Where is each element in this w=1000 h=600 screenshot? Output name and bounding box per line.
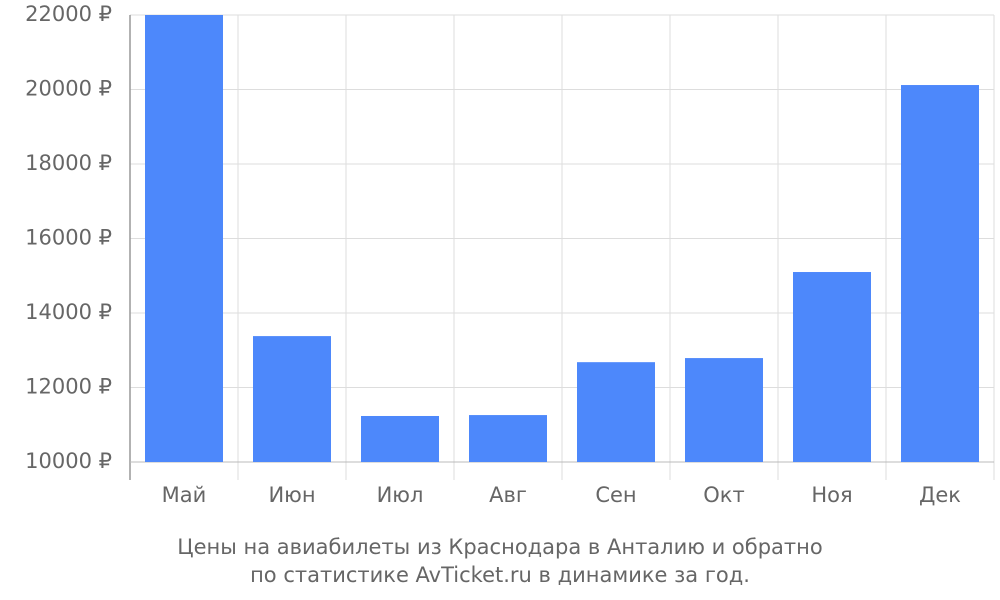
y-tick-label: 22000 ₽ (25, 2, 112, 26)
bar (901, 85, 979, 462)
x-tick-label: Ноя (811, 483, 852, 507)
x-tick-label: Авг (489, 483, 527, 507)
bar (253, 336, 331, 462)
chart-title: Цены на авиабилеты из Краснодара в Антал… (177, 535, 822, 559)
x-tick-label: Май (162, 483, 207, 507)
x-tick-label: Дек (919, 483, 961, 507)
x-tick-label: Сен (595, 483, 636, 507)
y-tick-label: 18000 ₽ (25, 151, 112, 175)
y-tick-label: 12000 ₽ (25, 375, 112, 399)
y-tick-label: 14000 ₽ (25, 300, 112, 324)
y-tick-label: 20000 ₽ (25, 77, 112, 101)
chart-subtitle: по статистике AvTicket.ru в динамике за … (250, 563, 750, 587)
y-tick-label: 16000 ₽ (25, 226, 112, 250)
bar (793, 272, 871, 462)
bar (361, 415, 439, 462)
bar (469, 415, 547, 462)
x-tick-label: Окт (703, 483, 744, 507)
y-tick-label: 10000 ₽ (25, 449, 112, 473)
x-tick-label: Июн (268, 483, 315, 507)
bar (577, 362, 655, 462)
bar (685, 358, 763, 462)
bar (145, 15, 223, 462)
x-tick-label: Июл (377, 483, 424, 507)
